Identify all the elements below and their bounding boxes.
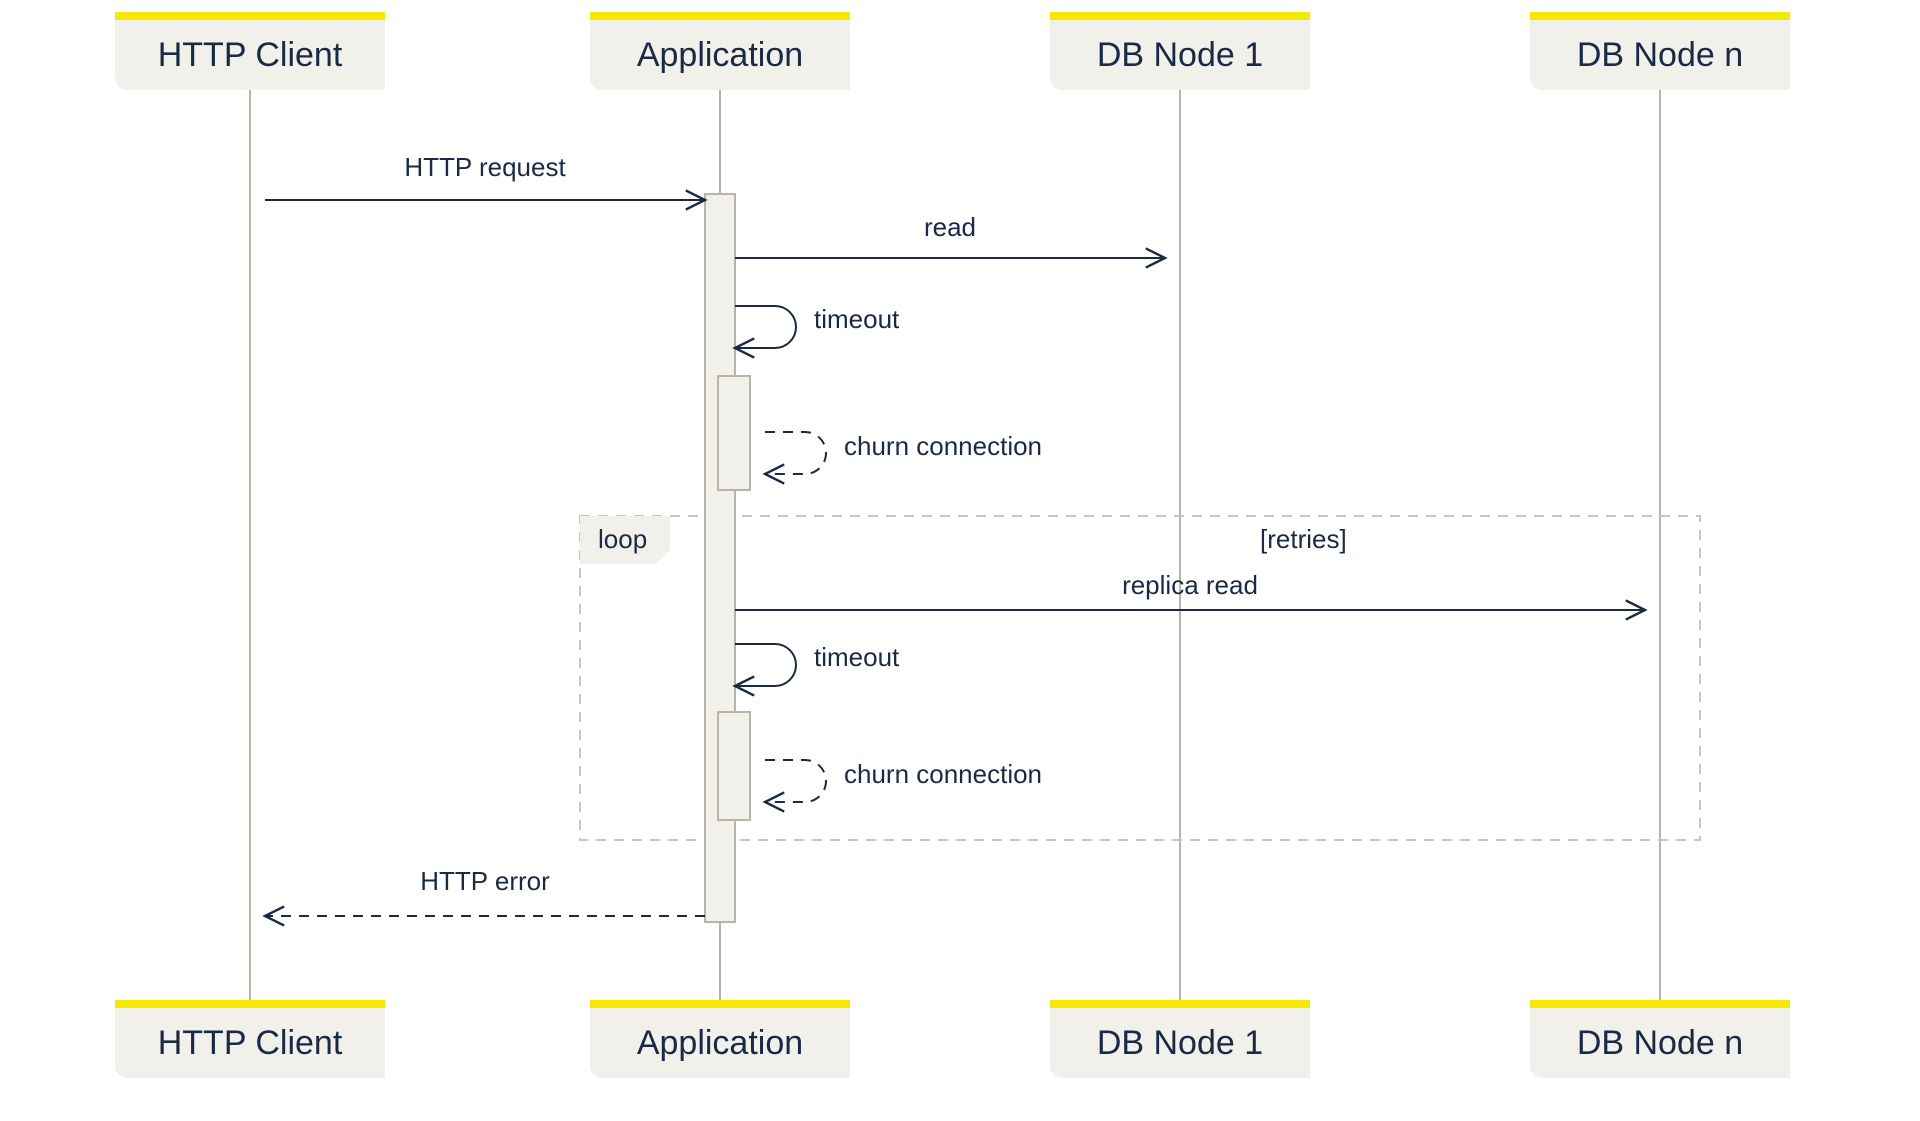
msg-label-3: churn connection <box>844 431 1042 461</box>
actor-db1: DB Node 1 <box>1050 1000 1310 1078</box>
actor-dbn: DB Node n <box>1530 12 1790 90</box>
actor-label: Application <box>637 36 803 74</box>
actor-bar-icon <box>590 12 850 20</box>
activation-1 <box>718 376 750 490</box>
loop-condition: [retries] <box>1260 524 1347 554</box>
msg-self-5 <box>735 644 796 686</box>
actor-label: Application <box>637 1024 803 1062</box>
actor-app: Application <box>590 1000 850 1078</box>
actor-bar-icon <box>1050 12 1310 20</box>
actor-label: DB Node n <box>1577 36 1743 74</box>
actor-app: Application <box>590 12 850 90</box>
msg-self-2 <box>735 306 796 348</box>
actor-bar-icon <box>1530 12 1790 20</box>
actor-bar-icon <box>1050 1000 1310 1008</box>
msg-label-0: HTTP request <box>404 152 566 182</box>
sequence-diagram: loop [retries] HTTP request read timeout chur… <box>0 0 1920 1121</box>
actor-bar-icon <box>1530 1000 1790 1008</box>
msg-label-5: timeout <box>814 642 900 672</box>
actor-label: HTTP Client <box>158 36 343 74</box>
actor-bar-icon <box>590 1000 850 1008</box>
actor-label: DB Node 1 <box>1097 1024 1263 1062</box>
msg-label-2: timeout <box>814 304 900 334</box>
msg-label-1: read <box>924 212 976 242</box>
actor-label: DB Node n <box>1577 1024 1743 1062</box>
actor-label: HTTP Client <box>158 1024 343 1062</box>
actor-bar-icon <box>115 1000 385 1008</box>
actor-bar-icon <box>115 12 385 20</box>
actor-dbn: DB Node n <box>1530 1000 1790 1078</box>
actor-db1: DB Node 1 <box>1050 12 1310 90</box>
msg-label-7: HTTP error <box>420 866 550 896</box>
actor-label: DB Node 1 <box>1097 36 1263 74</box>
msg-self-3 <box>765 432 826 474</box>
activation-2 <box>718 712 750 820</box>
actor-client: HTTP Client <box>115 1000 385 1078</box>
msg-label-6: churn connection <box>844 759 1042 789</box>
actor-client: HTTP Client <box>115 12 385 90</box>
msg-label-4: replica read <box>1122 570 1258 600</box>
loop-tag-label: loop <box>598 524 647 554</box>
msg-self-6 <box>765 760 826 802</box>
